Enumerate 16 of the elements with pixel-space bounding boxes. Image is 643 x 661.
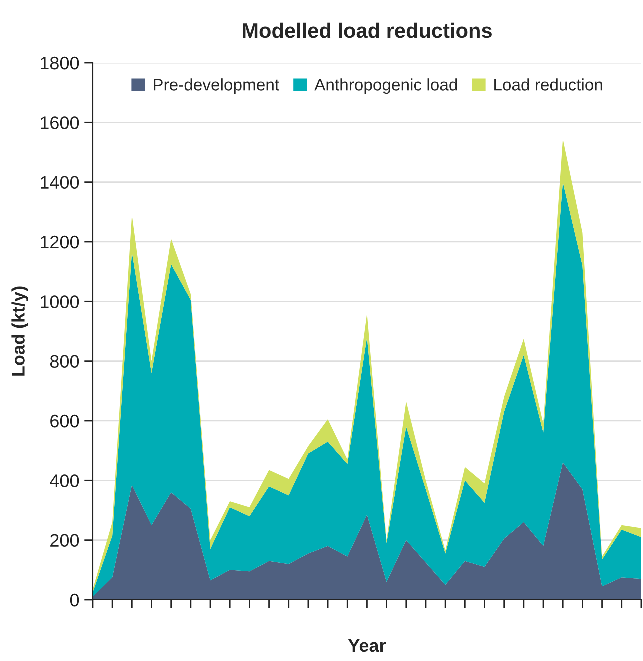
legend-label: Load reduction xyxy=(494,78,602,91)
legend-label: Anthropogenic load xyxy=(314,78,458,94)
y-axis-title: Load (kt/y) xyxy=(12,286,29,376)
y-tick-label: 800 xyxy=(50,355,80,368)
chart-title: Modelled load reductions xyxy=(243,22,492,38)
y-tick-label: 1400 xyxy=(41,176,80,190)
y-tick-label: 400 xyxy=(50,474,80,488)
y-tick-label: 1800 xyxy=(41,56,80,70)
legend-label: Pre-development xyxy=(154,78,280,94)
y-tick-label: 0 xyxy=(70,594,80,607)
x-axis-title: Year xyxy=(348,640,386,652)
y-tick-label: 1000 xyxy=(41,296,80,308)
y-tick-label: 1600 xyxy=(41,116,80,130)
y-tick-label: 600 xyxy=(50,414,80,428)
y-tick-label: 1200 xyxy=(41,236,80,249)
y-tick-label: 200 xyxy=(50,534,80,548)
